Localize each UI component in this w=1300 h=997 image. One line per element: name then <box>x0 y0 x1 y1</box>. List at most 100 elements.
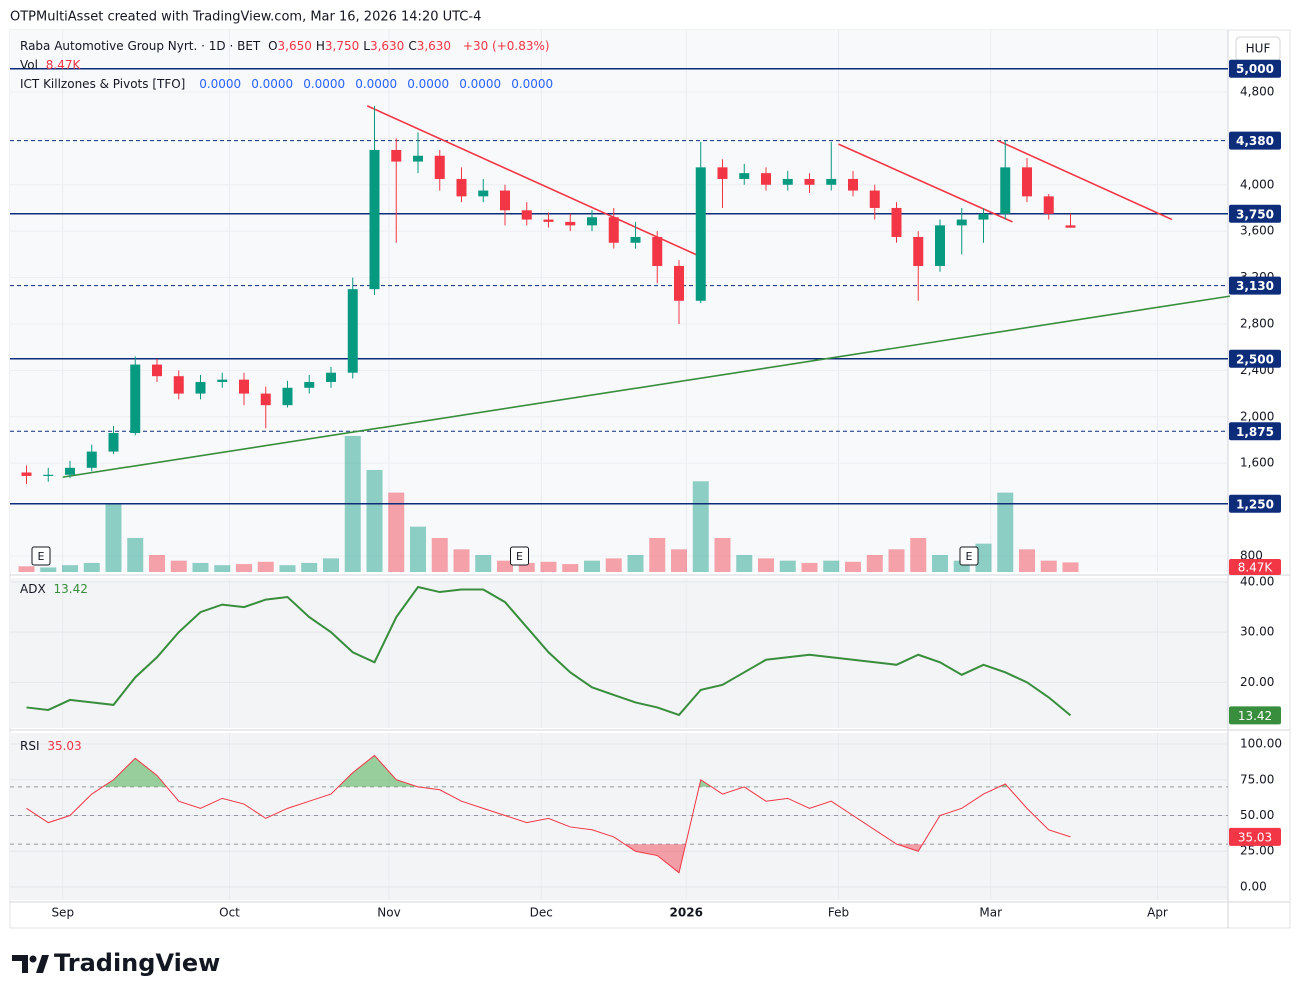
symbol: Raba Automotive Group Nyrt. · 1D · BET <box>20 39 261 53</box>
volume-bar <box>475 554 492 572</box>
y-tick-label: 4,800 <box>1240 84 1274 98</box>
volume-bar <box>214 565 231 572</box>
candle-body <box>43 474 54 476</box>
trend-line <box>62 295 1231 478</box>
price-pane <box>10 30 1228 572</box>
volume-bar <box>83 562 100 572</box>
candle-body <box>500 190 510 211</box>
volume-bar <box>257 561 274 572</box>
volume-bar <box>562 564 579 572</box>
volume-bar <box>1019 549 1035 572</box>
ohlc: O3,650 H3,750 L3,630 C3,630 <box>268 39 455 53</box>
ohlc-value: 3,650 <box>277 39 312 53</box>
x-tick-label: Oct <box>219 906 240 920</box>
volume-bar <box>127 537 144 572</box>
candle-body <box>848 178 858 191</box>
volume-bar <box>236 564 252 572</box>
candle-body <box>565 221 576 226</box>
volume-bar <box>866 554 883 572</box>
volume-bar <box>105 503 122 572</box>
value-badge <box>1229 827 1281 846</box>
candle-body <box>782 178 793 185</box>
candle-body <box>891 207 902 237</box>
indicator-value: 0.0000 <box>199 77 242 91</box>
volume-bar <box>997 492 1014 572</box>
x-tick-label: Nov <box>377 906 400 920</box>
earnings-label: E <box>966 550 973 563</box>
volume-bar <box>692 481 709 572</box>
volume-badge <box>1229 559 1281 575</box>
volume-bar <box>1062 562 1079 572</box>
y-tick-label: 0.00 <box>1240 879 1267 893</box>
candle-body <box>521 210 532 220</box>
volume-bar <box>714 537 731 572</box>
level-badge <box>1229 131 1281 150</box>
candle-body <box>304 381 315 388</box>
volume-bar <box>736 554 753 572</box>
candle-body <box>21 472 32 476</box>
rsi-name: RSI <box>20 739 40 753</box>
x-tick-label: 2026 <box>670 906 703 920</box>
volume-bar <box>18 566 35 572</box>
level-badge <box>1229 204 1281 223</box>
indicator-value: 0.0000 <box>355 77 398 91</box>
symbol-legend: Raba Automotive Group Nyrt. · 1D · BET O… <box>20 39 554 53</box>
volume-bar <box>888 549 905 572</box>
earnings-marker <box>31 546 51 566</box>
change: +30 (+0.83%) <box>462 39 550 53</box>
candle-body <box>695 167 706 301</box>
volume-bar <box>758 558 774 572</box>
candle-body <box>282 387 293 406</box>
volume-bar <box>301 562 318 572</box>
logo <box>12 955 49 973</box>
ohlc-value: 3,630 <box>369 39 405 53</box>
volume-bar <box>932 554 948 572</box>
candle-body <box>761 173 771 185</box>
earnings-marker <box>510 546 529 566</box>
volume-bar <box>40 567 57 572</box>
volume-bar <box>823 560 840 572</box>
candle-body <box>739 173 750 179</box>
candle-body <box>391 149 402 162</box>
candle-body <box>326 372 336 382</box>
candle-body <box>347 289 358 373</box>
level-label: 1,875 <box>1236 425 1274 439</box>
candle-body <box>434 155 445 179</box>
level-badge <box>1229 349 1281 368</box>
earnings-marker <box>959 546 979 566</box>
rsi-pane <box>10 733 1228 900</box>
trend-line <box>997 139 1173 221</box>
rsi-value: 35.03 <box>47 739 82 753</box>
volume-bar <box>170 560 187 572</box>
volume-bar <box>149 554 165 572</box>
volume-bar <box>910 537 927 572</box>
level-badge <box>1229 422 1281 441</box>
indicator-line <box>26 585 1072 717</box>
candle-body <box>173 376 184 394</box>
volume-bar <box>1040 560 1057 572</box>
indicator-value: 0.0000 <box>251 77 294 91</box>
ohlc-key: L <box>363 39 370 53</box>
candle-body <box>217 379 228 382</box>
volume-bar <box>497 560 513 572</box>
level-label: 5,000 <box>1236 62 1274 76</box>
y-tick-label: 1,600 <box>1240 456 1274 470</box>
candle-body <box>978 213 989 220</box>
indicator-value: 0.0000 <box>511 77 554 91</box>
x-tick-label: Apr <box>1147 906 1168 920</box>
x-tick-label: Feb <box>828 906 849 920</box>
candle-body <box>869 190 880 208</box>
currency[interactable]: HUF <box>1246 42 1271 56</box>
adx-value: 13.42 <box>53 582 88 596</box>
candle-body <box>674 265 684 301</box>
volume-bar <box>279 565 296 572</box>
y-tick-label: 2,800 <box>1240 316 1274 330</box>
candle-body <box>369 149 380 290</box>
volume-name: Vol <box>20 58 38 72</box>
volume-bar <box>453 549 470 572</box>
y-tick-label: 4,000 <box>1240 177 1274 191</box>
x-tick-label: Dec <box>530 906 553 920</box>
overbought-fill <box>26 755 1071 787</box>
volume-value: 8.47K <box>45 58 81 72</box>
